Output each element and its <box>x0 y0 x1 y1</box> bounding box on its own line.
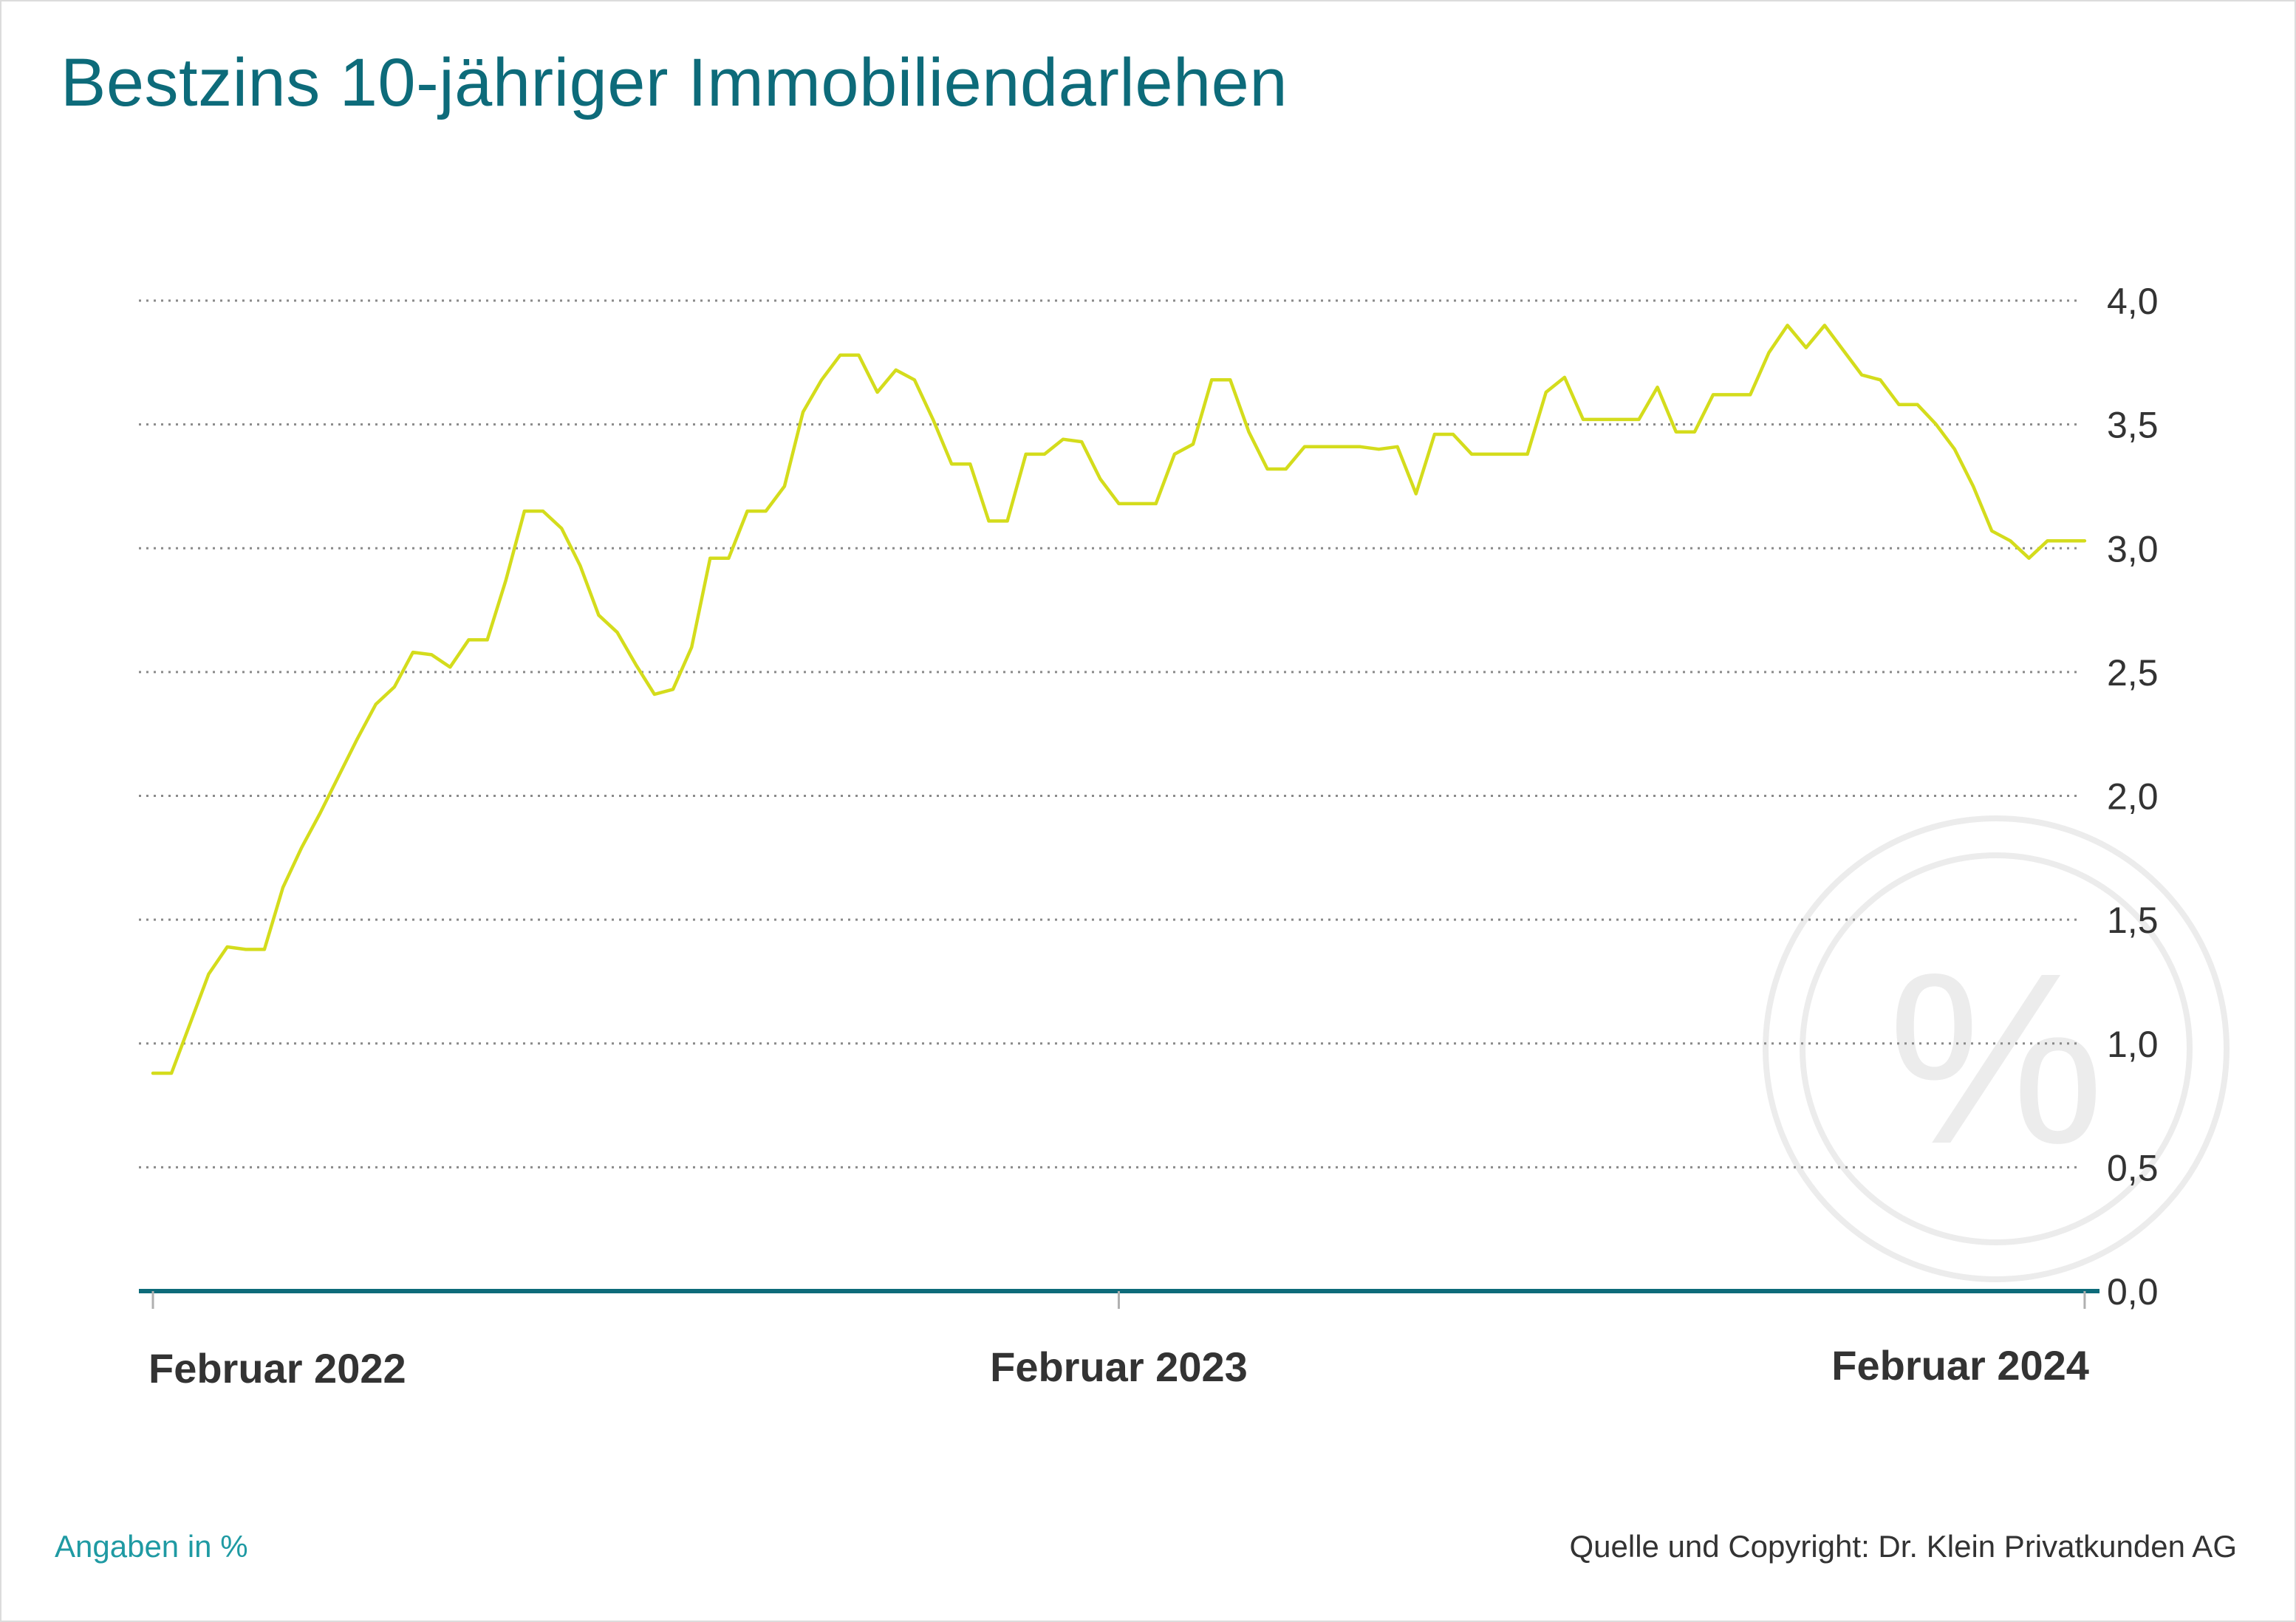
x-tick-label: Februar 2024 <box>1831 1342 2089 1389</box>
percent-circle-icon: % <box>1763 815 2230 1282</box>
y-tick-label: 1,5 <box>2107 900 2159 941</box>
y-tick-label: 0,5 <box>2107 1147 2159 1188</box>
percent-watermark-symbol: % <box>1887 922 2104 1194</box>
y-tick-label: 3,5 <box>2107 405 2159 446</box>
x-tick-label: Februar 2023 <box>990 1344 1248 1390</box>
y-tick-label: 3,0 <box>2107 528 2159 569</box>
gridlines <box>139 299 2080 1168</box>
series-layer <box>151 324 2087 1075</box>
chart-title: Bestzins 10-jähriger Immobiliendarlehen <box>61 45 1288 120</box>
y-tick-label: 2,0 <box>2107 776 2159 818</box>
y-axis-tick-labels: 0,0 0,5 1,0 1,5 2,0 2,5 3,0 3,5 4,0 <box>2107 281 2159 1313</box>
y-tick-label: 1,0 <box>2107 1024 2159 1065</box>
x-axis <box>139 1289 2099 1309</box>
source-note: Quelle und Copyright: Dr. Klein Privatku… <box>1569 1529 2238 1564</box>
y-tick-label: 0,0 <box>2107 1271 2159 1313</box>
y-tick-label: 2,5 <box>2107 652 2159 694</box>
x-tick-label: Februar 2022 <box>148 1345 406 1392</box>
series-line <box>151 324 2087 1075</box>
x-axis-tick-labels: Februar 2022 Februar 2023 Februar 2024 <box>148 1342 2089 1392</box>
unit-note: Angaben in % <box>55 1529 248 1564</box>
y-tick-label: 4,0 <box>2107 281 2159 322</box>
